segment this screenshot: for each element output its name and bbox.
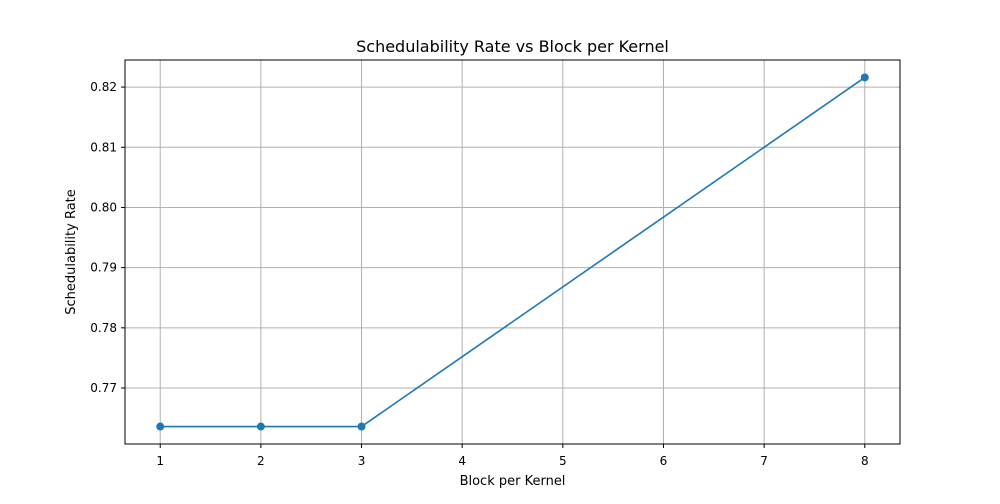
series-line [160,76,866,428]
x-axis-label: Block per Kernel [460,474,566,489]
plot-frame [124,59,901,445]
y-tick-label: 0.79 [90,261,117,275]
x-tick-label: 8 [861,454,869,468]
x-tick-label: 7 [760,454,768,468]
x-tick-label: 5 [559,454,567,468]
data-point [256,422,265,431]
data-point [156,422,165,431]
y-tick-label: 0.82 [90,80,117,94]
x-tick-label: 6 [660,454,668,468]
ticks: 1 2 3 4 5 6 7 8 0.77 0.78 0.79 0.80 0.81 0.82 [90,80,868,468]
x-tick-label: 2 [257,454,265,468]
x-tick-label: 4 [458,454,466,468]
y-tick-label: 0.81 [90,140,117,154]
x-tick-label: 1 [156,454,164,468]
chart-title: Schedulability Rate vs Block per Kernel [356,37,669,56]
series-layer [156,73,869,431]
y-tick-label: 0.77 [90,381,117,395]
y-tick-label: 0.78 [90,321,117,335]
x-tick-label: 3 [358,454,366,468]
y-tick-label: 0.80 [90,200,117,214]
data-point [860,73,869,82]
grid [125,60,900,444]
y-axis-label: Schedulability Rate [64,189,79,315]
data-point [357,422,366,431]
